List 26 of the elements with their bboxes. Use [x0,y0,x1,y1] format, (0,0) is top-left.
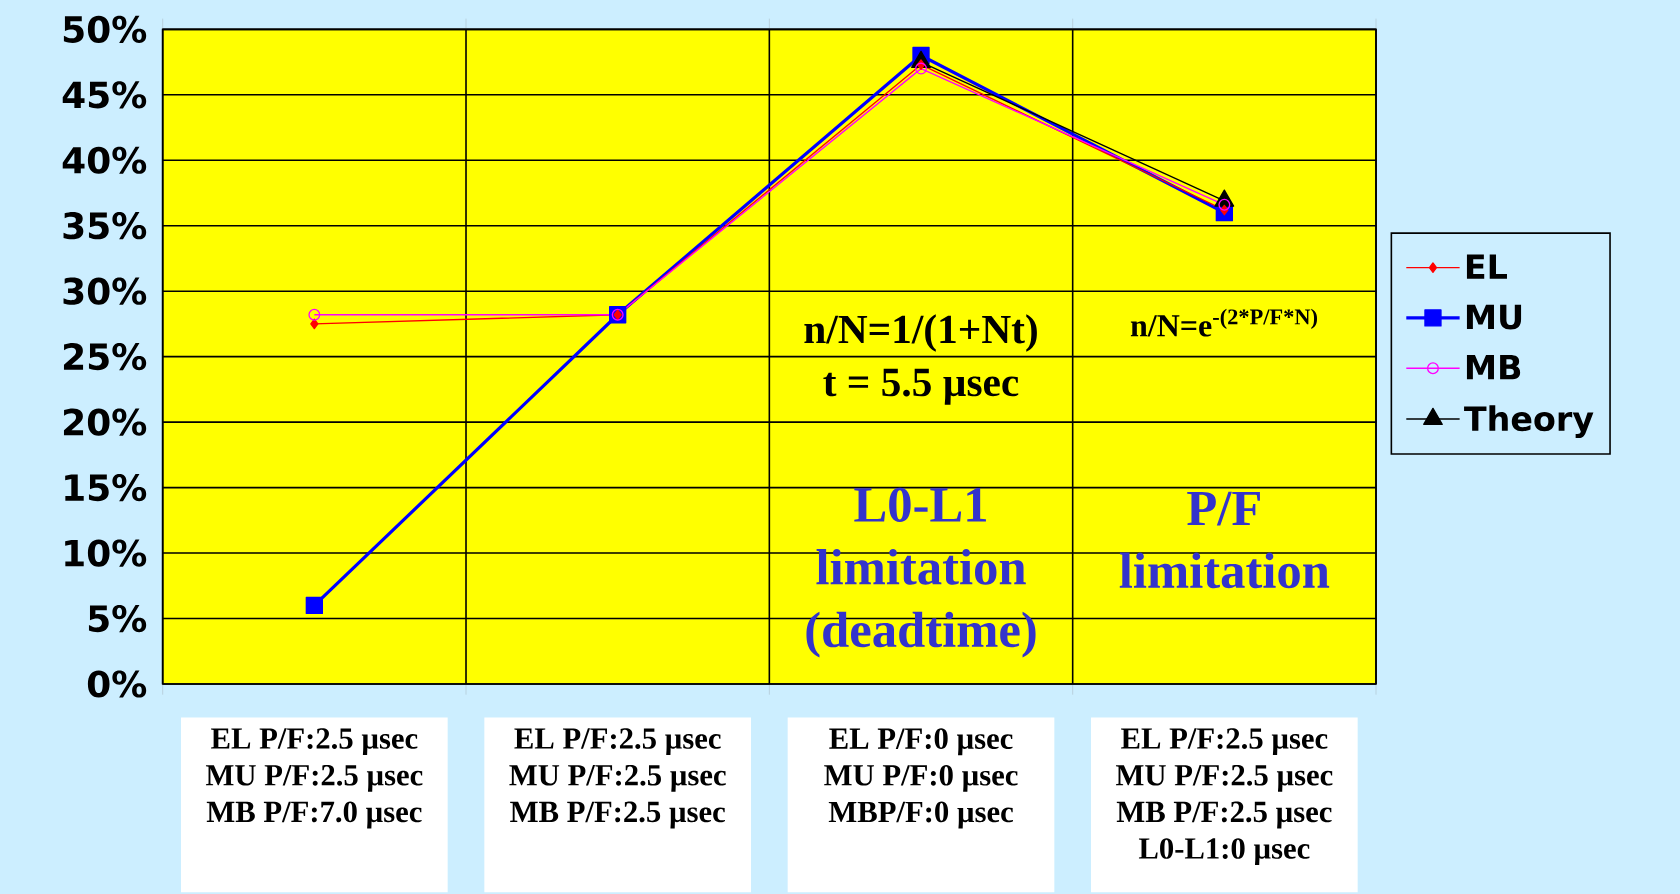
y-tick-label: 10% [65,539,147,567]
point [305,596,324,615]
y-tick-label: 5% [88,604,147,633]
legend-label: EL [1466,254,1507,279]
legend-label: MB [1466,355,1521,380]
legend-label: Theory [1464,405,1594,438]
x-tick-label: EL P/F:2.5 µsec MU P/F:2.5 µsec MB P/F:2.5 µsec [509,728,726,829]
y-tick-label: 45% [62,81,147,109]
legend-label: MU [1466,304,1522,330]
y-tick-label: 0% [87,670,147,698]
y-tick-label: 30% [63,277,147,305]
y-tick-label: 25% [63,343,147,371]
annotation: n/N=e$^{-(2*P/F*N)}$ [1130,308,1318,337]
y-tick-label: 35% [63,212,147,240]
y-tick-label: 40% [62,146,147,174]
x-tick-label: EL P/F:2.5 µsec MU P/F:2.5 µsec MB P/F:2.5 µsec L0-L1:0 µsec [1115,728,1333,866]
x-tick-label: EL P/F:0 µsec MU P/F:0 µsec MBP/F:0 µsec [824,728,1018,829]
y-tick-label: 50% [63,15,147,43]
annotation: t = 5.5 µsec [823,368,1019,405]
y-tick-label: 20% [63,408,147,436]
point [308,308,321,321]
y-tick-label: 15% [65,473,147,502]
x-tick-label: EL P/F:2.5 µsec MU P/F:2.5 µsec MB P/F:7.0 µsec [205,728,423,829]
annotation: L0-L1 limitation (deadtime) [806,487,1036,658]
annotation: n/N=1/(1+Nt) [804,314,1037,352]
annotation: P/F limitation [1119,491,1330,589]
